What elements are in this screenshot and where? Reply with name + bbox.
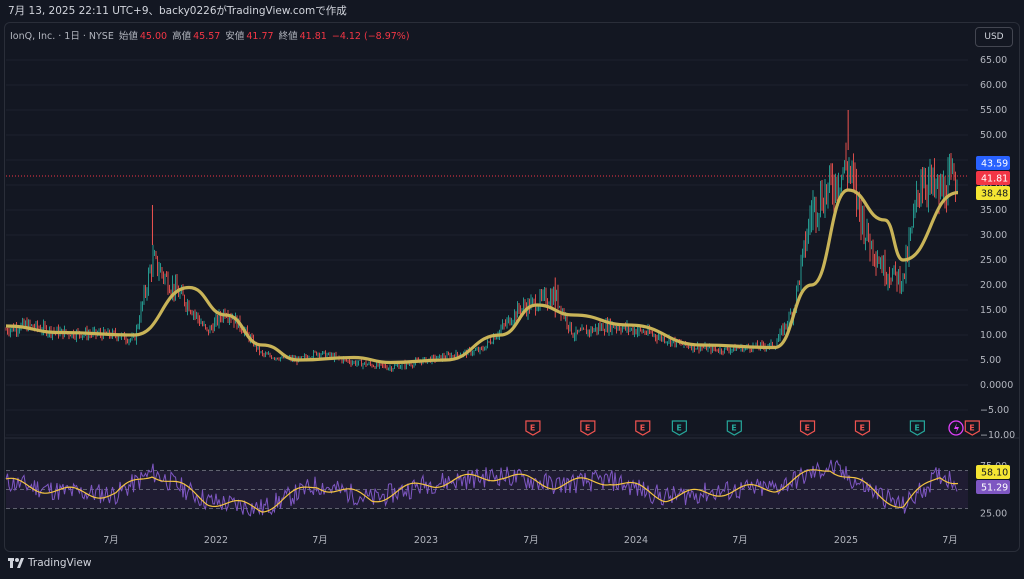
currency-button[interactable]: USD	[975, 27, 1013, 47]
earnings-marker	[635, 420, 651, 436]
earnings-marker-label: E	[731, 424, 736, 433]
time-tick-label: 2023	[414, 535, 438, 546]
earnings-marker-label: E	[585, 424, 590, 433]
moving-average-line	[5, 188, 959, 365]
chart-legend: IonQ, Inc. · 1日 · NYSE 始値 45.00 高値 45.57 安…	[10, 28, 412, 42]
time-tick-label: 7月	[103, 535, 119, 546]
earnings-marker-label: E	[859, 424, 864, 433]
time-tick-label: 2025	[834, 535, 858, 546]
price-tag-bg	[976, 156, 1010, 170]
grid	[4, 59, 1020, 439]
earnings-marker	[580, 420, 596, 436]
rsi-ma-line	[5, 469, 959, 513]
earnings-marker	[854, 420, 871, 436]
rsi-tag-label: 51.29	[981, 483, 1008, 494]
lightning-icon	[954, 423, 959, 433]
symbol-label: IonQ, Inc. · 1日 · NYSE	[10, 31, 114, 42]
time-tick-label: 7月	[312, 535, 328, 546]
price-axis: 65.0060.0055.0050.0045.0040.0035.0030.00…	[980, 55, 1015, 441]
price-tick-label: −10.00	[980, 430, 1015, 441]
earnings-marker-label: E	[805, 424, 810, 433]
time-tick-label: 2022	[204, 535, 228, 546]
time-tick-label: 7月	[523, 535, 539, 546]
time-tick-label: 2024	[624, 535, 648, 546]
candles-layer	[5, 110, 958, 372]
rsi-tag-bg	[976, 465, 1010, 479]
high-value: 45.57	[193, 31, 221, 42]
open-value: 45.00	[139, 31, 168, 42]
earnings-marker	[799, 420, 816, 436]
earnings-marker	[671, 420, 687, 436]
price-tag-bg	[976, 186, 1010, 200]
price-tick-label: 50.00	[980, 130, 1007, 141]
price-tick-label: −5.00	[980, 405, 1009, 416]
earnings-marker	[909, 420, 925, 436]
price-tag-bg	[976, 171, 1010, 185]
price-tick-label: 20.00	[980, 280, 1007, 291]
high-label: 高値	[172, 31, 192, 42]
earnings-marker	[525, 420, 541, 436]
open-label: 始値	[118, 31, 138, 42]
brand-label: TradingView	[28, 557, 92, 569]
close-label: 終値	[278, 31, 298, 42]
time-tick-label: 7月	[942, 535, 958, 546]
price-tick-label: 35.00	[980, 205, 1007, 216]
earnings-marker-label: E	[530, 424, 535, 433]
earnings-marker-label: E	[640, 424, 645, 433]
rsi-tick-label: 25.00	[980, 508, 1007, 519]
price-tick-label: 15.00	[980, 305, 1007, 316]
price-tick-label: 55.00	[980, 105, 1007, 116]
tradingview-icon	[8, 558, 24, 568]
price-tick-label: 0.0000	[980, 380, 1013, 391]
price-tick-label: 25.00	[980, 255, 1007, 266]
rsi-tag-bg	[976, 480, 1010, 494]
price-tag-label: 43.59	[981, 159, 1008, 170]
price-tick-label: 5.00	[980, 355, 1001, 366]
price-tick-label: 10.00	[980, 330, 1007, 341]
earnings-marker	[964, 420, 980, 436]
time-axis: 7月 2022 7月 2023 7月 2024 7月 2025 7月	[103, 535, 958, 546]
price-tick-label: 65.00	[980, 55, 1007, 66]
price-tag-label: 41.81	[981, 174, 1008, 185]
low-label: 安値	[225, 31, 245, 42]
tradingview-logo[interactable]: TradingView	[8, 557, 91, 569]
price-tag-label: 38.48	[981, 189, 1008, 200]
chart-caption: 7月 13, 2025 22:11 UTC+9、backy0226がTradin…	[0, 0, 1024, 22]
earnings-marker	[726, 420, 742, 436]
time-tick-label: 7月	[732, 535, 748, 546]
earnings-marker-label: E	[676, 424, 681, 433]
change-value: −4.12 (−8.97%)	[331, 31, 410, 42]
price-tick-label: 30.00	[980, 230, 1007, 241]
price-tick-label: 60.00	[980, 80, 1007, 91]
earnings-marker-label: E	[914, 424, 919, 433]
low-value: 41.77	[246, 31, 274, 42]
close-value: 41.81	[299, 31, 327, 42]
moving-average-layer	[5, 175, 968, 365]
footer	[0, 552, 1024, 579]
earnings-marker-label: E	[969, 424, 974, 433]
price-tick-label: 40.00	[980, 180, 1007, 191]
price-tags: 43.59 41.81 38.48	[976, 156, 1010, 200]
rsi-tag-label: 58.10	[981, 468, 1008, 479]
